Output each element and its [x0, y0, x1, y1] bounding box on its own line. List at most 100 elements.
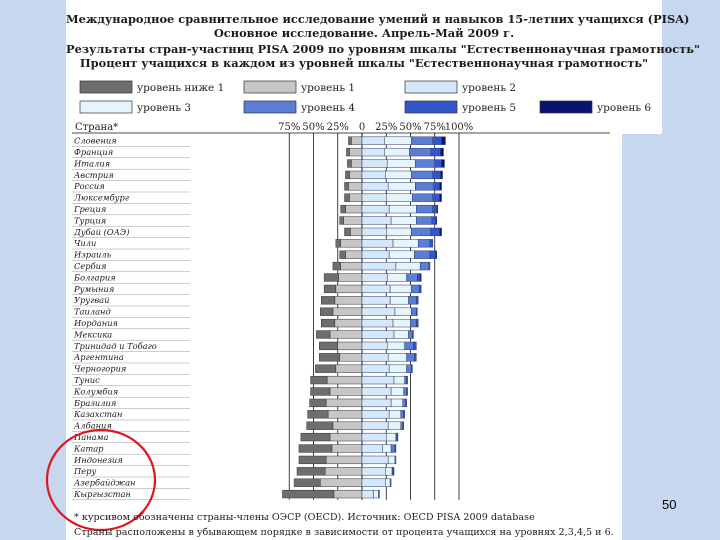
- footnote-2: Страны расположены в убывающем порядке в…: [74, 527, 614, 538]
- bar-segment-l2: [361, 444, 383, 453]
- bar-segment-l2: [361, 193, 387, 202]
- country-label: Мексика: [73, 329, 112, 339]
- country-label: Чили: [74, 238, 96, 248]
- bar-segment-l1: [345, 204, 363, 214]
- country-label: Таиланд: [74, 307, 111, 317]
- bar-segment-l4: [411, 307, 417, 316]
- country-label: Панама: [73, 432, 108, 442]
- doc-title-line-4: Процент учащихся в каждом из уровней шка…: [79, 56, 649, 70]
- legend-swatch-l1: [243, 80, 297, 94]
- country-label: Россия: [73, 181, 105, 191]
- bar-segment-below1: [339, 216, 344, 225]
- bar-segment-l2: [361, 432, 387, 442]
- bar-segment-below1: [332, 261, 341, 271]
- bar-segment-l4: [415, 159, 436, 168]
- bar-segment-l1: [335, 364, 363, 373]
- column-header: Страна*: [75, 122, 118, 133]
- bar-segment-l4: [408, 296, 417, 305]
- country-label: Уругвай: [74, 295, 109, 305]
- bar-segment-below1: [348, 136, 352, 145]
- legend-swatch-l3: [79, 100, 133, 114]
- bar-segment-below1: [323, 284, 337, 294]
- bar-segment-l5: [412, 330, 414, 339]
- bar-segment-below1: [282, 489, 335, 499]
- bar-segment-l5: [392, 467, 395, 476]
- bar-segment-l2: [361, 410, 390, 419]
- country-label: Австрия: [73, 170, 114, 180]
- bar-segment-l3: [386, 159, 416, 168]
- bar-segment-l4: [416, 216, 433, 225]
- bar-segment-l4: [400, 410, 404, 419]
- bar-segment-l2: [361, 170, 386, 180]
- bar-segment-l3: [388, 204, 417, 214]
- bar-segment-l2: [361, 250, 390, 259]
- bar-segment-l4: [411, 284, 420, 294]
- bar-segment-l5: [413, 341, 417, 351]
- bar-segment-l5: [418, 284, 422, 294]
- bar-segment-l5: [432, 193, 440, 202]
- bar-segment-l6: [435, 216, 437, 225]
- bar-segment-l2: [361, 147, 385, 157]
- country-label: Израиль: [73, 250, 112, 260]
- bar-segment-l1: [325, 398, 363, 408]
- legend-label-l3: уровень 3: [137, 102, 191, 114]
- country-label: Перу: [73, 466, 96, 476]
- bar-segment-l5: [429, 239, 434, 248]
- bar-segment-l5: [403, 410, 405, 419]
- bar-segment-l5: [430, 227, 440, 237]
- bar-segment-l5: [405, 398, 407, 408]
- bar-segment-l4: [404, 341, 414, 351]
- bar-segment-l2: [361, 318, 394, 328]
- bar-segment-below1: [345, 170, 350, 180]
- legend-label-below1: уровень ниже 1: [137, 82, 224, 94]
- doc-title-line-3: Результаты стран-участниц PISA 2009 по у…: [66, 42, 700, 56]
- highlight-ellipse: [45, 428, 157, 532]
- bar-segment-l6: [440, 170, 443, 180]
- country-label: Дубай (ОАЭ): [73, 227, 129, 237]
- doc-title-line-2: Основное исследование. Апрель-Май 2009 г…: [213, 26, 515, 40]
- bar-segment-below1: [293, 478, 321, 487]
- country-label: Греция: [73, 204, 106, 214]
- bar-segment-l3: [389, 296, 409, 305]
- country-label: Румыния: [73, 284, 114, 294]
- bar-segment-l4: [402, 398, 406, 408]
- bar-segment-l3: [387, 353, 407, 362]
- bar-segment-l1: [329, 387, 363, 396]
- bar-segment-l3: [389, 284, 412, 294]
- bar-segment-l2: [361, 182, 389, 191]
- bar-segment-l2: [361, 341, 388, 351]
- bar-segment-l5: [429, 250, 436, 259]
- bar-segment-l5: [433, 182, 440, 191]
- bar-segment-l1: [338, 273, 363, 282]
- bar-segment-l4: [416, 204, 434, 214]
- legend-label-l2: уровень 2: [462, 82, 516, 94]
- bar-segment-l6: [436, 204, 438, 214]
- bar-segment-l3: [386, 273, 407, 282]
- bar-segment-l6: [441, 136, 446, 145]
- bar-segment-l2: [361, 478, 386, 487]
- bar-segment-l3: [384, 136, 412, 145]
- bar-segment-below1: [321, 318, 336, 328]
- bar-segment-l1: [351, 136, 363, 145]
- bar-segment-l3: [388, 364, 407, 373]
- bar-segment-l4: [403, 387, 407, 396]
- country-label: Аргентина: [73, 352, 124, 362]
- bar-segment-l4: [406, 353, 415, 362]
- bar-segment-l3: [386, 341, 405, 351]
- bar-segment-below1: [310, 387, 331, 396]
- bar-segment-l4: [400, 421, 403, 430]
- bar-segment-l1: [331, 444, 363, 453]
- doc-title-line-1: Международное сравнительное исследование…: [66, 12, 690, 26]
- bar-segment-l6: [439, 193, 442, 202]
- country-label: Азербайджан: [73, 478, 136, 488]
- bar-segment-l4: [394, 455, 397, 465]
- tick-label: 75%: [424, 122, 446, 133]
- country-label: Черногория: [74, 364, 126, 374]
- bar-segment-below1: [344, 182, 349, 191]
- bar-segment-l1: [329, 432, 363, 442]
- bar-segment-l1: [334, 318, 363, 328]
- bar-segment-l2: [361, 261, 397, 271]
- bar-segment-l3: [387, 421, 402, 430]
- bar-segment-l1: [333, 489, 363, 499]
